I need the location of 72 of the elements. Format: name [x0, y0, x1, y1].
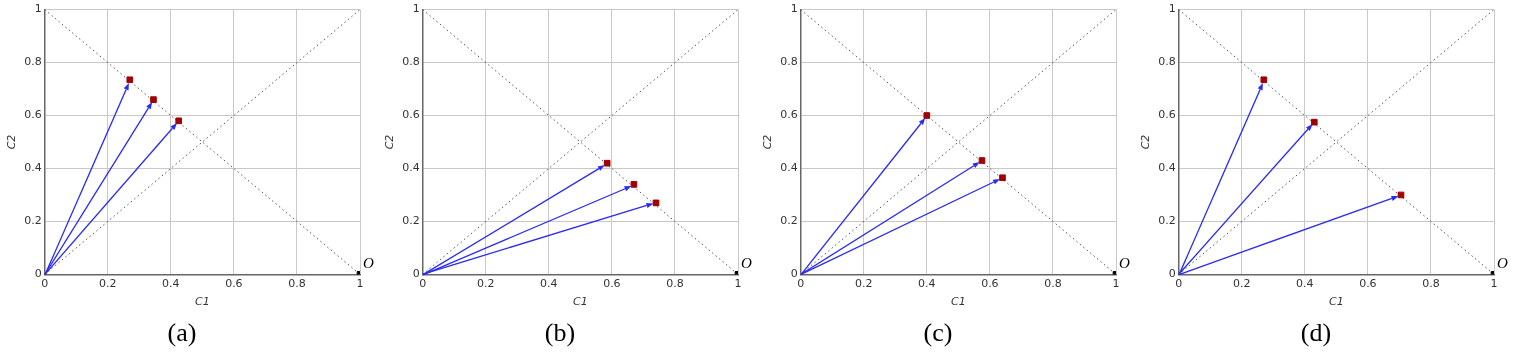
x-tick-label: 0.4 — [1296, 276, 1314, 290]
y-tick-label: 0.4 — [1158, 161, 1176, 175]
y-tick-label: 0 — [34, 267, 42, 281]
y-tick-label: 1 — [1168, 2, 1176, 16]
y-tick-label: 1 — [790, 2, 798, 16]
x-tick-label: 1 — [1490, 276, 1498, 290]
y-axis-title: C2 — [1139, 134, 1153, 150]
y-tick-label: 0.4 — [780, 161, 798, 175]
x-tick-label: 0.2 — [855, 276, 873, 290]
point — [150, 96, 157, 103]
x-tick-label: 0.2 — [99, 276, 117, 290]
y-tick-label: 0.4 — [24, 161, 42, 175]
x-axis-title: C1 — [1329, 295, 1344, 309]
x-tick-label: 0.4 — [918, 276, 936, 290]
x-tick-label: 0.4 — [540, 276, 558, 290]
y-axis-title: C2 — [5, 134, 19, 150]
x-tick-label: 0.2 — [1233, 276, 1251, 290]
y-tick-label: 0.6 — [24, 108, 42, 122]
series-label: O — [363, 255, 374, 272]
y-tick-label: 0.6 — [780, 108, 798, 122]
x-tick-label: 1 — [734, 276, 742, 290]
y-tick-label: 0.6 — [402, 108, 420, 122]
y-tick-label: 0 — [412, 267, 420, 281]
x-axis-title: C1 — [573, 295, 588, 309]
x-tick-label: 0.6 — [981, 276, 999, 290]
y-tick-label: 0.2 — [24, 214, 42, 228]
x-tick-label: 0.6 — [1359, 276, 1377, 290]
y-tick-label: 0 — [1168, 267, 1176, 281]
y-tick-label: 0.2 — [402, 214, 420, 228]
text: (a) — [167, 318, 197, 348]
x-tick-label: 0.8 — [288, 276, 306, 290]
y-tick-label: 0.6 — [1158, 108, 1176, 122]
x-axis-title: C1 — [195, 295, 210, 309]
y-tick-label: 0.8 — [780, 55, 798, 69]
x-tick-label: 0.8 — [1422, 276, 1440, 290]
y-tick-label: 0 — [790, 267, 798, 281]
point — [175, 117, 183, 125]
x-tick-label: 0.6 — [225, 276, 243, 290]
point — [999, 174, 1006, 182]
x-tick-label: 1 — [1112, 276, 1120, 290]
point — [603, 159, 611, 167]
y-tick-label: 1 — [412, 2, 420, 16]
y-axis-title: C2 — [383, 134, 397, 150]
point — [126, 76, 134, 84]
text: (c) — [923, 318, 953, 348]
y-tick-label: 0.2 — [780, 214, 798, 228]
point — [978, 157, 986, 164]
point — [630, 181, 638, 188]
y-tick-label: 0.2 — [1158, 214, 1176, 228]
y-tick-label: 1 — [34, 2, 42, 16]
y-tick-label: 0.4 — [402, 161, 420, 175]
x-axis-title: C1 — [951, 295, 966, 309]
series-label: O — [1497, 255, 1508, 272]
text: (d) — [1300, 318, 1332, 348]
point — [923, 112, 931, 119]
point — [1310, 118, 1318, 126]
series-label: O — [1119, 255, 1130, 272]
x-tick-label: 0.8 — [1044, 276, 1062, 290]
x-tick-label: 0.6 — [603, 276, 621, 290]
point — [652, 199, 660, 207]
y-tick-label: 0.8 — [24, 55, 42, 69]
y-tick-label: 0.8 — [1158, 55, 1176, 69]
point — [1397, 191, 1405, 199]
y-axis-title: C2 — [761, 134, 775, 150]
x-tick-label: 0.2 — [477, 276, 495, 290]
y-tick-label: 0.8 — [402, 55, 420, 69]
x-tick-label: 0.8 — [666, 276, 684, 290]
series-label: O — [741, 255, 752, 272]
x-tick-label: 1 — [356, 276, 364, 290]
text: (b) — [544, 318, 576, 348]
point — [1260, 76, 1268, 84]
x-tick-label: 0.4 — [162, 276, 180, 290]
